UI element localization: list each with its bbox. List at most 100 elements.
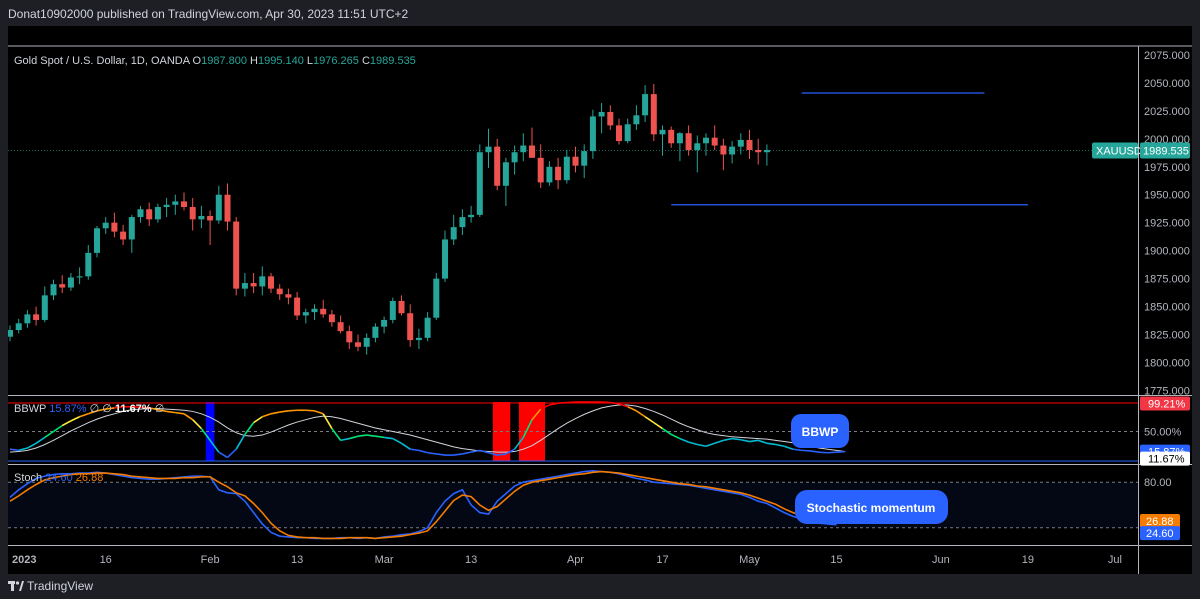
candle — [389, 297, 396, 324]
bbwp-line-segment — [505, 448, 515, 455]
time-tick-label: May — [739, 554, 760, 566]
candle — [224, 183, 231, 231]
bbwp-line-segment — [627, 405, 637, 412]
candle-body — [520, 145, 527, 153]
candle-body — [233, 221, 240, 289]
candle-body — [746, 139, 753, 150]
candle-body — [407, 313, 414, 341]
candle-body — [172, 201, 179, 205]
candle — [729, 141, 736, 164]
legend-part: 1987.800 — [201, 55, 250, 67]
bbwp-line-segment — [644, 416, 655, 424]
time-tick-label: Jun — [932, 554, 950, 566]
candle-body — [94, 228, 100, 253]
bbwp-legend-label: BBWP — [14, 403, 49, 415]
candle — [285, 288, 292, 305]
candle — [746, 129, 753, 159]
price-tick-label: 2050.000 — [1144, 78, 1190, 90]
stoch-legend-label: Stoch — [14, 472, 45, 484]
candle — [120, 224, 127, 246]
bbwp-line-segment — [610, 401, 620, 405]
candle — [241, 272, 248, 297]
bbwp-line-segment — [653, 421, 663, 430]
candle — [555, 157, 562, 190]
bbwp-line-segment — [531, 408, 542, 421]
candle-body — [146, 209, 153, 220]
stoch-axis-marker-bg — [1140, 526, 1180, 541]
candle-body — [189, 207, 196, 220]
candle — [8, 325, 13, 342]
legend-part: 1976.265 — [313, 55, 362, 67]
candle — [355, 334, 361, 352]
candle-body — [250, 283, 257, 287]
candle — [737, 133, 744, 155]
candle-body — [468, 214, 475, 218]
bbwp-line-segment — [235, 434, 246, 450]
candle-body — [24, 314, 31, 324]
bbwp-line-segment — [114, 405, 124, 409]
candle — [450, 214, 457, 246]
tradingview-logo-icon — [8, 581, 24, 591]
candle-body — [363, 337, 370, 347]
price-tick-label: 2025.000 — [1144, 106, 1190, 118]
bbwp-line-segment — [662, 427, 672, 436]
candle-body — [572, 156, 579, 166]
bbwp-highlight — [205, 402, 215, 461]
bbwp-line-segment — [262, 413, 272, 418]
candle-body — [128, 217, 135, 240]
candle — [250, 272, 257, 294]
candle-body — [763, 149, 770, 153]
chart-frame[interactable]: 2075.000 2050.000 2025.000 2000.000 1975.000… — [8, 26, 1192, 574]
bbwp-line-segment — [140, 406, 150, 409]
candle — [720, 138, 727, 171]
bbwp-line-segment — [253, 416, 263, 424]
time-tick-label: 16 — [100, 554, 112, 566]
candle-body — [398, 300, 405, 314]
candle — [563, 149, 570, 184]
price-tick-label: 1800.000 — [1144, 357, 1190, 369]
candle — [41, 286, 48, 323]
bbwp-line-segment — [566, 401, 576, 404]
chart-canvas[interactable]: 2075.0002050.0002025.0002000.0001975.000… — [8, 26, 1192, 574]
bbwp-line-segment — [288, 409, 298, 412]
bbwp-line-segment — [810, 450, 820, 453]
last-price-label-bg — [1140, 142, 1190, 159]
candle-body — [320, 308, 327, 315]
legend-part: 1989.535 — [370, 55, 416, 67]
bbwp-line-segment — [688, 441, 698, 446]
price-tick-label: 1950.000 — [1144, 190, 1190, 202]
bbwp-legend: BBWP 15.87% ∅ ∅ 11.67% ∅ — [14, 403, 164, 415]
candle-body — [372, 326, 379, 338]
candle-body — [442, 239, 448, 279]
candle — [755, 138, 762, 165]
candle-body — [581, 151, 588, 166]
bbwp-axis-marker: 11.67% — [1148, 454, 1185, 466]
candle — [502, 157, 509, 206]
candle — [529, 127, 535, 158]
candle-body — [120, 231, 127, 240]
candle-body — [311, 308, 318, 313]
bbwp-line-segment — [401, 442, 411, 450]
candle — [511, 145, 518, 175]
bbwp-axis-marker: 99.21% — [1148, 398, 1186, 410]
candle — [711, 125, 718, 150]
legend-part: O — [193, 55, 202, 67]
candle-body — [685, 133, 692, 150]
bbwp-annotation-text: BBWP — [802, 425, 839, 439]
publisher-bar: Donat10902000 published on TradingView.c… — [0, 0, 1200, 26]
bbwp-line-segment — [731, 437, 741, 441]
candle-body — [424, 317, 431, 338]
bbwp-line-segment — [558, 401, 567, 404]
legend-part: Gold Spot / U.S. Dollar, 1D, OANDA — [14, 55, 193, 67]
candle-body — [703, 137, 709, 144]
tradingview-logo[interactable]: TradingView — [8, 579, 93, 593]
stoch-legend-k: 24.60 — [45, 472, 76, 484]
bbwp-line-segment — [209, 439, 220, 453]
bbwp-line-segment — [226, 448, 237, 459]
candle — [381, 316, 388, 334]
bbwp-line-segment — [618, 403, 628, 408]
bbwp-line-segment — [35, 436, 46, 444]
candle — [407, 304, 414, 347]
bbwp-line-segment — [670, 433, 681, 440]
bbwp-line-segment — [697, 443, 707, 448]
